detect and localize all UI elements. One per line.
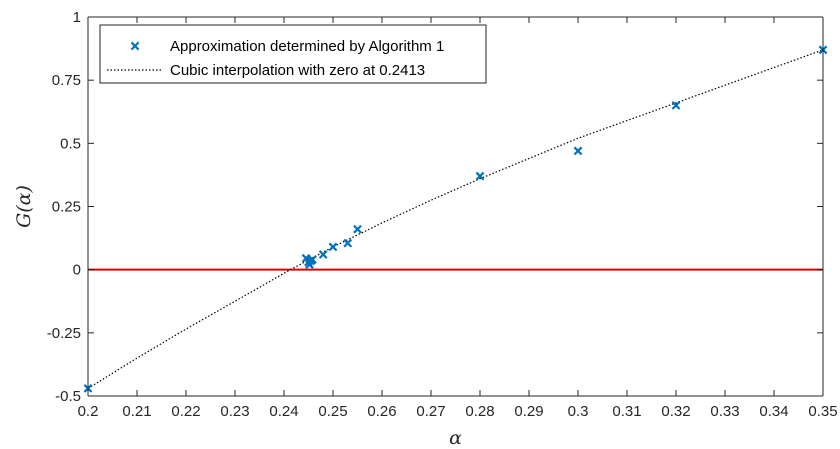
data-point-6	[318, 250, 328, 259]
x-tick-label-6: 0.26	[367, 403, 396, 420]
x-tick-label-5: 0.25	[318, 403, 347, 420]
y-tick-label-0: -0.5	[55, 388, 81, 405]
x-tick-label-3: 0.23	[220, 403, 249, 420]
plot-area	[83, 45, 828, 393]
x-tick-label-10: 0.3	[568, 403, 589, 420]
legend-marker-approximation	[130, 41, 140, 51]
x-axis-label: α	[449, 427, 462, 449]
x-tick-label-8: 0.28	[465, 403, 494, 420]
legend-entry-cubic: Cubic interpolation with zero at 0.2413	[170, 62, 425, 79]
legend-entry-approximation: Approximation determined by Algorithm 1	[170, 38, 444, 55]
data-point-7	[328, 242, 338, 252]
series-cubic-interpolation	[87, 49, 824, 389]
legend-cross-marker	[130, 41, 140, 51]
data-point-5	[308, 255, 317, 264]
y-tick-label-4: 0.5	[60, 135, 81, 152]
data-point-12	[671, 101, 681, 110]
x-tick-label-14: 0.34	[759, 403, 788, 420]
x-tick-label-12: 0.32	[661, 403, 690, 420]
y-tick-label-1: -0.25	[47, 325, 81, 342]
x-tick-label-2: 0.22	[171, 403, 200, 420]
legend-box	[99, 24, 487, 84]
y-tick-label-3: 0.25	[52, 199, 81, 216]
data-point-8	[343, 238, 353, 248]
legend: Approximation determined by Algorithm 1 …	[99, 24, 487, 84]
x-tick-label-0: 0.2	[78, 403, 99, 420]
x-tick-label-7: 0.27	[416, 403, 445, 420]
y-axis-label: G(α)	[13, 185, 35, 228]
data-point-11	[573, 146, 583, 156]
y-tick-label-5: 0.75	[52, 72, 81, 89]
x-tick-label-4: 0.24	[269, 403, 298, 420]
x-tick-label-1: 0.21	[122, 403, 151, 420]
data-point-9	[353, 224, 362, 234]
x-tick-label-9: 0.29	[514, 403, 543, 420]
y-tick-label-2: 0	[73, 262, 81, 279]
y-tick-label-6: 1	[73, 9, 81, 26]
x-tick-label-11: 0.31	[612, 403, 641, 420]
data-point-10	[475, 171, 485, 181]
axes: 0.2 0.21 0.22 0.23 0.24 0.25 0.26 0.27 0.28 0.29 0…	[13, 9, 838, 449]
x-tick-label-15: 0.35	[808, 403, 837, 420]
x-tick-label-13: 0.33	[710, 403, 739, 420]
